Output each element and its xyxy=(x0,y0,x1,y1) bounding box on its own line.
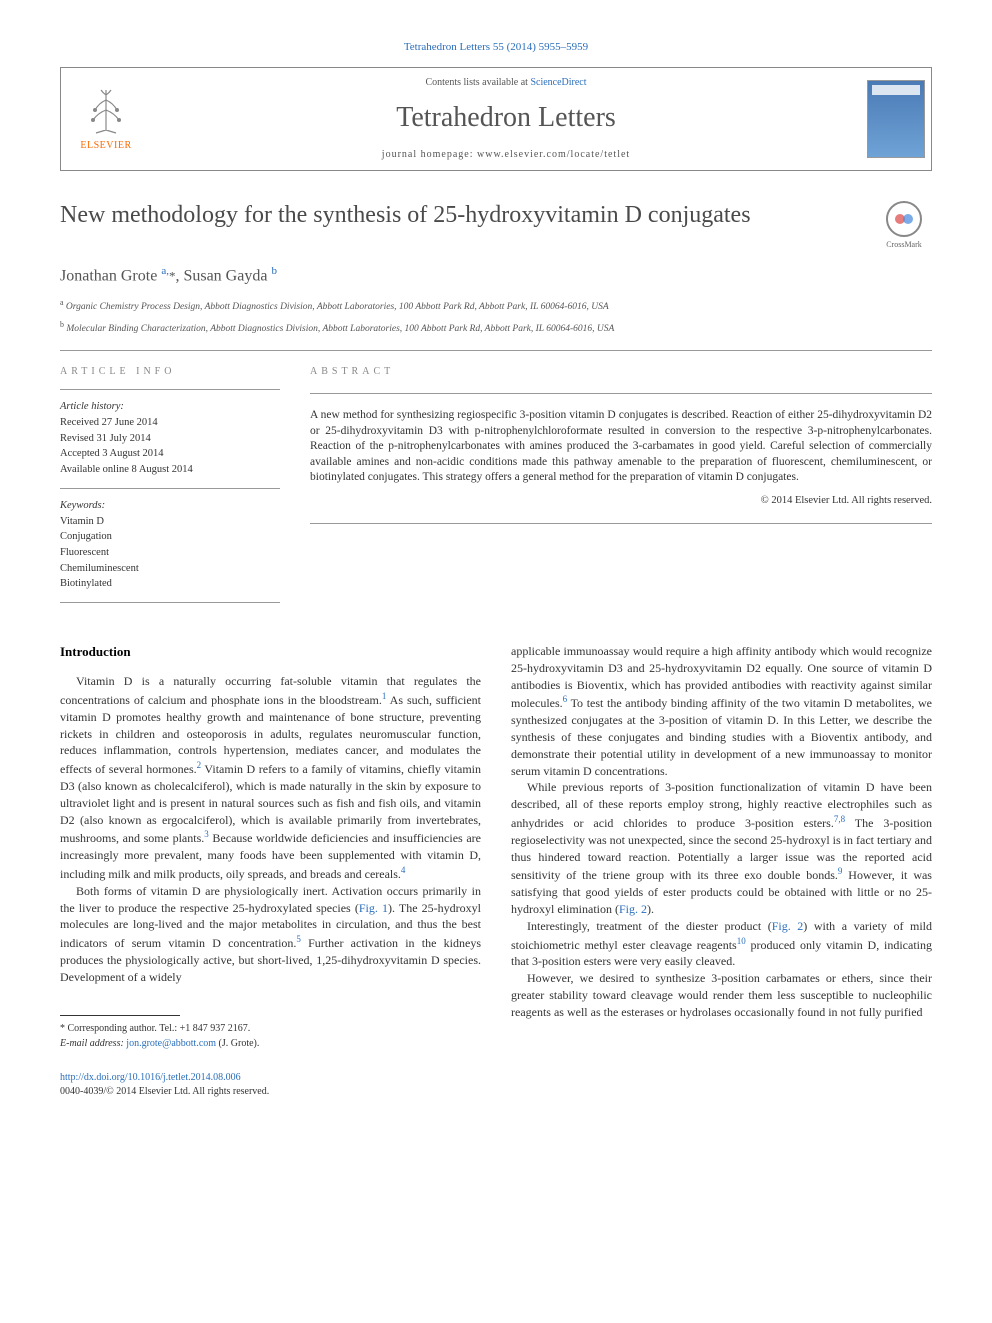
history-line: Accepted 3 August 2014 xyxy=(60,447,280,462)
history-line: Received 27 June 2014 xyxy=(60,416,280,431)
corresponding-email-link[interactable]: jon.grote@abbott.com xyxy=(126,1038,216,1049)
crossmark-icon xyxy=(886,201,922,237)
abstract-label: ABSTRACT xyxy=(310,365,932,379)
journal-homepage-line: journal homepage: www.elsevier.com/locat… xyxy=(151,148,861,162)
right-column: applicable immunoassay would require a h… xyxy=(511,643,932,1100)
body-paragraph: applicable immunoassay would require a h… xyxy=(511,643,932,779)
crossmark-label: CrossMark xyxy=(876,239,932,250)
body-paragraph: Vitamin D is a naturally occurring fat-s… xyxy=(60,673,481,883)
body-paragraph: However, we desired to synthesize 3-posi… xyxy=(511,970,932,1020)
body-paragraph: Interestingly, treatment of the diester … xyxy=(511,918,932,970)
authors-line: Jonathan Grote a,*, Susan Gayda b xyxy=(60,264,932,288)
introduction-heading: Introduction xyxy=(60,643,481,661)
page: Tetrahedron Letters 55 (2014) 5955–5959 … xyxy=(0,0,992,1139)
keyword: Vitamin D xyxy=(60,515,280,530)
keyword: Biotinylated xyxy=(60,577,280,592)
corresponding-email-line: E-mail address: jon.grote@abbott.com (J.… xyxy=(60,1037,481,1051)
divider xyxy=(60,350,932,351)
body-paragraph: Both forms of vitamin D are physiologica… xyxy=(60,883,481,986)
article-title: New methodology for the synthesis of 25-… xyxy=(60,201,856,230)
homepage-prefix: journal homepage: xyxy=(382,149,477,160)
abstract-text: A new method for synthesizing regiospeci… xyxy=(310,408,932,486)
history-line: Available online 8 August 2014 xyxy=(60,463,280,478)
keyword: Fluorescent xyxy=(60,546,280,561)
header-center: Contents lists available at ScienceDirec… xyxy=(151,68,861,169)
keyword: Chemiluminescent xyxy=(60,562,280,577)
article-info-label: ARTICLE INFO xyxy=(60,365,280,379)
journal-name: Tetrahedron Letters xyxy=(151,98,861,137)
footer-block: http://dx.doi.org/10.1016/j.tetlet.2014.… xyxy=(60,1071,481,1099)
crossmark-badge[interactable]: CrossMark xyxy=(876,201,932,250)
corresponding-name: (J. Grote). xyxy=(219,1038,260,1049)
journal-header: ELSEVIER Contents lists available at Sci… xyxy=(60,67,932,170)
homepage-url[interactable]: www.elsevier.com/locate/tetlet xyxy=(477,149,630,160)
history-line: Revised 31 July 2014 xyxy=(60,432,280,447)
keywords-heading: Keywords: xyxy=(60,500,105,511)
doi-link[interactable]: http://dx.doi.org/10.1016/j.tetlet.2014.… xyxy=(60,1072,241,1083)
abstract-column: ABSTRACT A new method for synthesizing r… xyxy=(310,365,932,613)
affiliation: b Molecular Binding Characterization, Ab… xyxy=(60,319,932,336)
left-column: Introduction Vitamin D is a naturally oc… xyxy=(60,643,481,1100)
affiliations-block: a Organic Chemistry Process Design, Abbo… xyxy=(60,297,932,336)
affiliation: a Organic Chemistry Process Design, Abbo… xyxy=(60,297,932,314)
publisher-name: ELSEVIER xyxy=(80,139,131,153)
journal-cover-thumbnail xyxy=(867,80,925,158)
sciencedirect-link[interactable]: ScienceDirect xyxy=(530,77,586,88)
article-history: Article history: Received 27 June 2014 R… xyxy=(60,400,280,477)
body-two-column: Introduction Vitamin D is a naturally oc… xyxy=(60,643,932,1100)
corresponding-author-note: * Corresponding author. Tel.: +1 847 937… xyxy=(60,1022,481,1036)
contents-prefix: Contents lists available at xyxy=(425,77,530,88)
elsevier-tree-icon xyxy=(81,85,131,135)
bibliographic-reference: Tetrahedron Letters 55 (2014) 5955–5959 xyxy=(60,40,932,55)
keywords-block: Keywords: Vitamin D Conjugation Fluoresc… xyxy=(60,499,280,592)
contents-available-line: Contents lists available at ScienceDirec… xyxy=(151,76,861,90)
info-abstract-row: ARTICLE INFO Article history: Received 2… xyxy=(60,365,932,613)
email-label: E-mail address: xyxy=(60,1038,124,1049)
title-row: New methodology for the synthesis of 25-… xyxy=(60,201,932,250)
issn-copyright: 0040-4039/© 2014 Elsevier Ltd. All right… xyxy=(60,1085,481,1099)
abstract-copyright: © 2014 Elsevier Ltd. All rights reserved… xyxy=(310,494,932,509)
footnote-divider xyxy=(60,1015,180,1016)
keyword: Conjugation xyxy=(60,530,280,545)
cover-thumbnail-cell xyxy=(861,68,931,169)
history-heading: Article history: xyxy=(60,401,124,412)
publisher-logo-cell: ELSEVIER xyxy=(61,68,151,169)
article-info-column: ARTICLE INFO Article history: Received 2… xyxy=(60,365,280,613)
body-paragraph: While previous reports of 3-position fun… xyxy=(511,779,932,917)
